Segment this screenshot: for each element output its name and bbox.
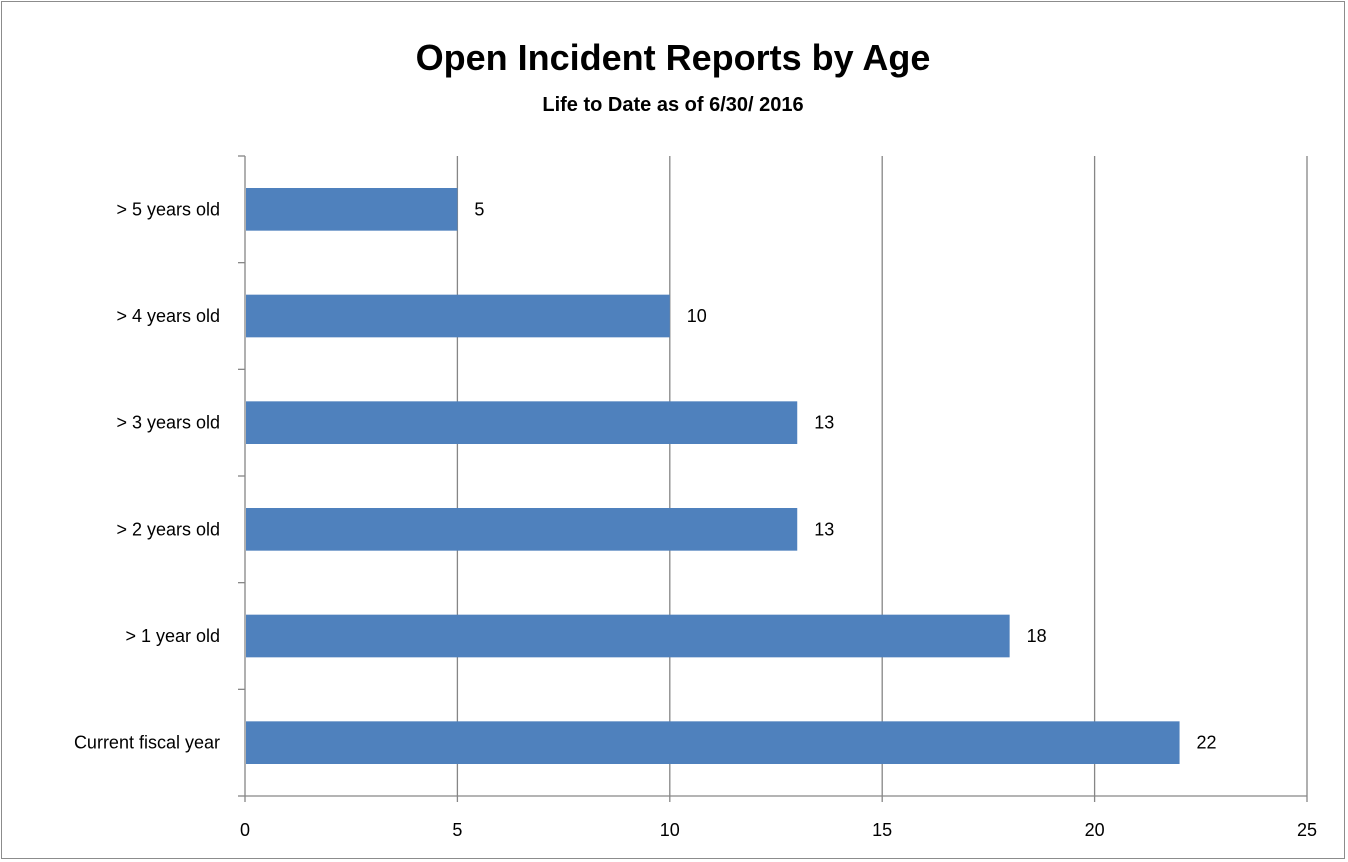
y-category-label: Current fiscal year: [74, 733, 220, 753]
x-tick-label: 20: [1085, 820, 1105, 840]
bar: [246, 188, 458, 231]
x-tick-label: 0: [240, 820, 250, 840]
y-category-label: > 5 years old: [116, 199, 220, 219]
y-category-label: > 1 year old: [125, 626, 220, 646]
bar-value-label: 5: [474, 199, 484, 219]
bar: [246, 614, 1010, 658]
bar-value-label: 22: [1197, 733, 1217, 753]
bar-value-label: 18: [1027, 626, 1047, 646]
y-category-label: > 3 years old: [116, 413, 220, 433]
chart-title: Open Incident Reports by Age: [415, 37, 931, 78]
y-category-label: > 4 years old: [116, 306, 220, 326]
x-tick-label: 10: [660, 820, 680, 840]
bar-value-label: 10: [687, 306, 707, 326]
bar: [246, 721, 1180, 764]
bar-value-label: 13: [814, 413, 834, 433]
x-tick-label: 15: [872, 820, 892, 840]
bar: [246, 508, 798, 551]
bar-value-label: 13: [814, 519, 834, 539]
chart-subtitle: Life to Date as of 6/30/ 2016: [542, 94, 804, 116]
x-tick-label: 5: [452, 820, 462, 840]
y-category-label: > 2 years old: [116, 519, 220, 539]
bar: [246, 294, 670, 338]
bar: [246, 401, 798, 444]
x-tick-label: 25: [1297, 820, 1317, 840]
